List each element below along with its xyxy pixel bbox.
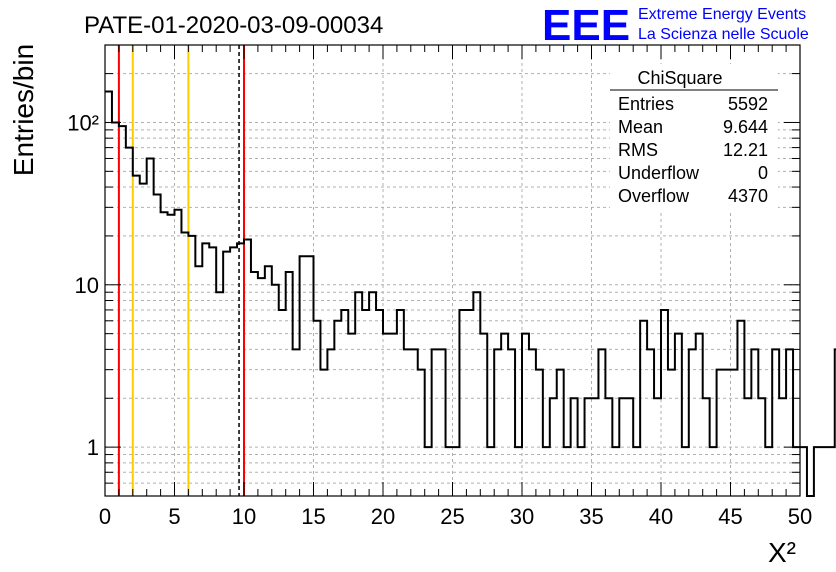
stats-row-value: 5592 bbox=[728, 94, 768, 114]
stats-row-label: Underflow bbox=[618, 163, 700, 183]
stats-row-label: RMS bbox=[618, 140, 658, 160]
stats-row-value: 12.21 bbox=[723, 140, 768, 160]
x-tick-label: 35 bbox=[579, 504, 603, 529]
y-tick-labels: 1 10 10² bbox=[67, 110, 99, 460]
x-tick-label: 40 bbox=[649, 504, 673, 529]
x-tick-label: 20 bbox=[371, 504, 395, 529]
reference-lines bbox=[117, 45, 245, 496]
header: PATE-01-2020-03-09-00034 bbox=[84, 12, 383, 39]
stats-row-label: Mean bbox=[618, 117, 663, 137]
logo-line-1: Extreme Energy Events bbox=[638, 6, 806, 23]
eee-logo: EEE Extreme Energy Events La Scienza nel… bbox=[542, 1, 809, 50]
x-tick-labels: 0 5 10 15 20 25 30 35 40 45 50 bbox=[99, 504, 812, 529]
x-tick-label: 15 bbox=[301, 504, 325, 529]
run-title: PATE-01-2020-03-09-00034 bbox=[84, 12, 383, 39]
stats-row-label: Entries bbox=[618, 94, 674, 114]
axes bbox=[104, 44, 801, 497]
x-axis-title: X² bbox=[768, 537, 796, 568]
x-tick-label: 30 bbox=[510, 504, 534, 529]
histogram-step-line bbox=[105, 90, 836, 497]
x-tick-label: 10 bbox=[232, 504, 256, 529]
stats-row-value: 9.644 bbox=[723, 117, 768, 137]
x-tick-label: 0 bbox=[99, 504, 111, 529]
y-tick-label: 1 bbox=[87, 435, 99, 460]
stats-row-value: 0 bbox=[758, 163, 768, 183]
y-tick-label: 10² bbox=[67, 110, 99, 135]
x-tick-label: 5 bbox=[168, 504, 180, 529]
y-axis-title: Entries/bin bbox=[8, 44, 39, 176]
x-tick-label: 25 bbox=[440, 504, 464, 529]
logo-text: EEE bbox=[542, 1, 630, 50]
x-tick-label: 50 bbox=[788, 504, 812, 529]
logo-line-2: La Scienza nelle Scuole bbox=[638, 26, 809, 43]
y-tick-label: 10 bbox=[75, 273, 99, 298]
stats-box: ChiSquare Entries 5592 Mean 9.644 RMS 12.21 Un… bbox=[610, 64, 778, 210]
x-tick-label: 45 bbox=[718, 504, 742, 529]
stats-row-label: Overflow bbox=[618, 186, 690, 206]
stats-box-background bbox=[610, 64, 778, 210]
stats-row-value: 4370 bbox=[728, 186, 768, 206]
stats-rows: Entries 5592 Mean 9.644 RMS 12.21 Underflow 0 Ov… bbox=[618, 94, 768, 206]
stats-title: ChiSquare bbox=[637, 68, 722, 88]
